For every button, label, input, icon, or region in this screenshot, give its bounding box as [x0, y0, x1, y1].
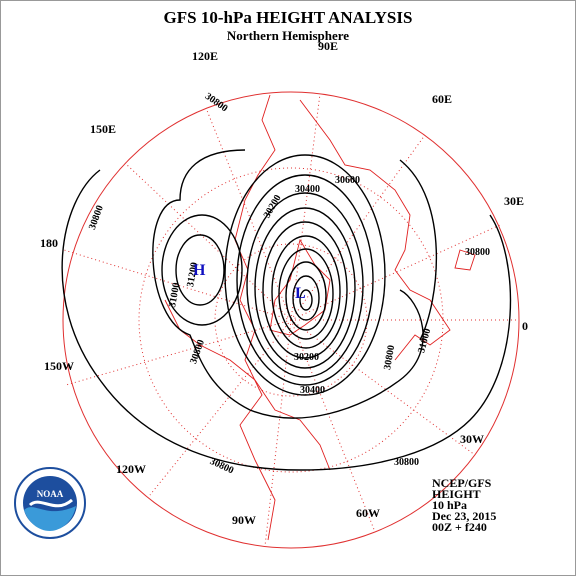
coastlines — [164, 94, 476, 541]
info-line: 00Z + f240 — [432, 520, 487, 534]
info-line: Dec 23, 2015 — [432, 509, 496, 523]
info-block: NCEP/GFS HEIGHT 10 hPa Dec 23, 2015 00Z … — [432, 476, 496, 534]
contour-label: 31000 — [167, 282, 182, 309]
title: GFS 10-hPa HEIGHT ANALYSIS — [164, 8, 413, 27]
lon-label: 90E — [318, 39, 338, 53]
contour-label: 30200 — [294, 352, 319, 363]
lon-label: 60W — [356, 506, 380, 520]
contour-label: 30400 — [300, 385, 325, 396]
contour-label: 30800 — [382, 344, 397, 371]
lon-label: 0 — [522, 319, 528, 333]
lon-label: 30E — [504, 194, 524, 208]
subtitle: Northern Hemisphere — [227, 28, 349, 43]
longitude-labels: 90E 120E 60E 150E 30E 180 0 150W 30W 120… — [40, 39, 528, 527]
lon-label: 180 — [40, 236, 58, 250]
low-center: L — [295, 285, 306, 302]
lon-label: 120W — [116, 462, 146, 476]
contours — [61, 149, 512, 471]
lon-label: 90W — [232, 513, 256, 527]
high-center: H — [193, 262, 206, 279]
lon-label: 60E — [432, 92, 452, 106]
lon-label: 150W — [44, 359, 74, 373]
contour-label: 31200 — [185, 261, 200, 288]
lon-label: 150E — [90, 122, 116, 136]
logo-text: NOAA — [37, 489, 64, 499]
contour-label: 30400 — [295, 184, 320, 195]
info-line: 10 hPa — [432, 498, 467, 512]
contour-label: 30600 — [335, 175, 360, 186]
contour-label: 30800 — [465, 247, 490, 258]
info-line: HEIGHT — [432, 487, 481, 501]
lon-label: 30W — [460, 432, 484, 446]
contour-label: 30800 — [394, 457, 419, 468]
lon-label: 120E — [192, 49, 218, 63]
noaa-logo: NOAA — [14, 467, 86, 539]
info-line: NCEP/GFS — [432, 476, 492, 490]
